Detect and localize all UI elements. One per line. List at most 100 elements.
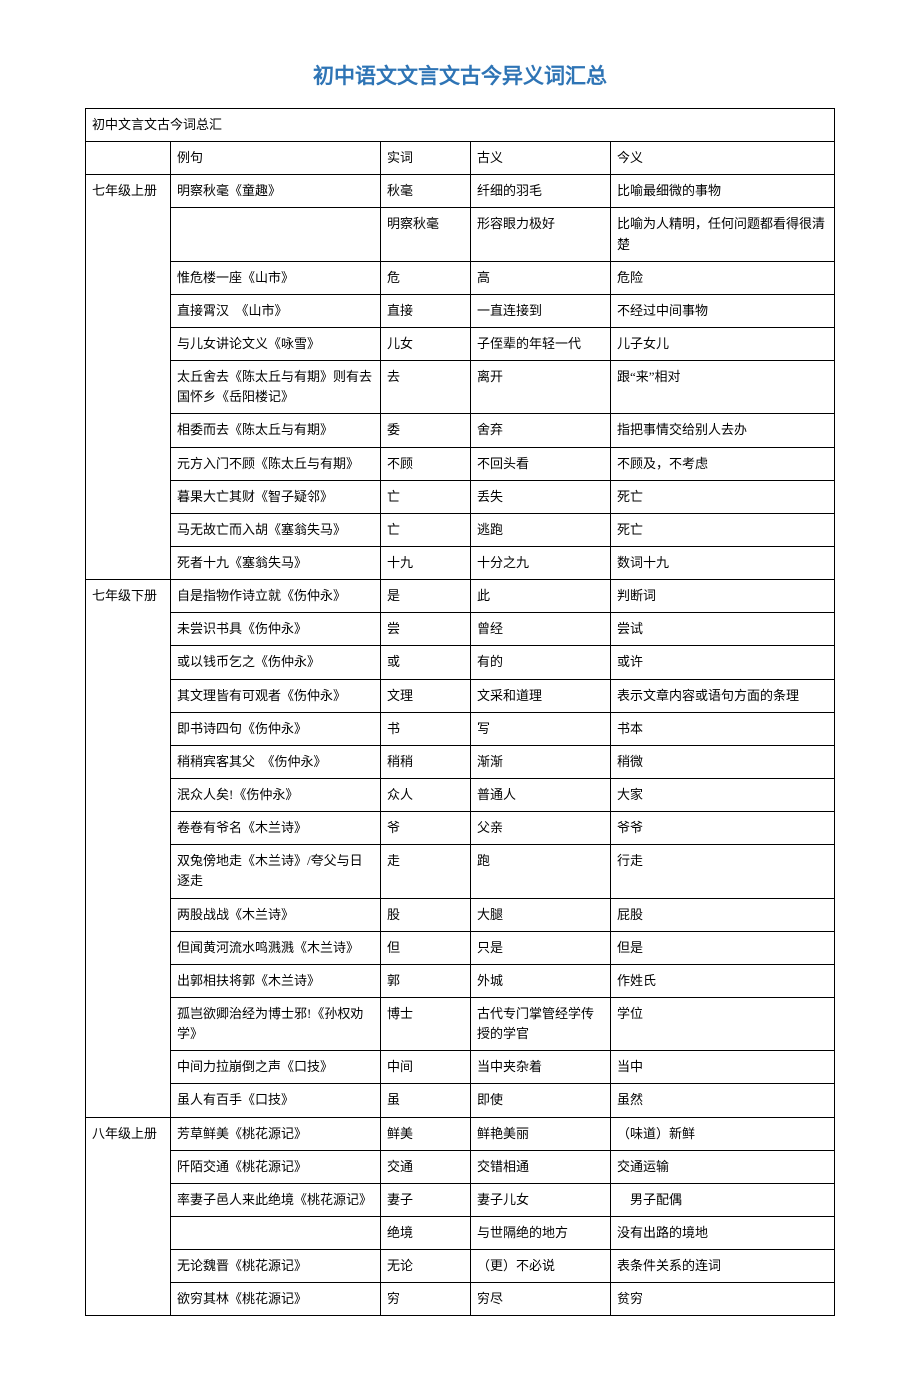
cell-ancient: 穷尽	[471, 1283, 611, 1316]
cell-word: 明察秋毫	[381, 208, 471, 261]
cell-ancient: 有的	[471, 646, 611, 679]
cell-modern: 屁股	[611, 898, 835, 931]
cell-modern: 指把事情交给别人去办	[611, 414, 835, 447]
cell-modern: 跟“来”相对	[611, 361, 835, 414]
cell-word: 郭	[381, 964, 471, 997]
table-row: 双兔傍地走《木兰诗》/夸父与日逐走走跑行走	[86, 845, 835, 898]
table-row: 绝境与世隔绝的地方没有出路的境地	[86, 1216, 835, 1249]
header-modern: 今义	[611, 142, 835, 175]
cell-modern: 爷爷	[611, 812, 835, 845]
cell-ancient: 子侄辈的年轻一代	[471, 327, 611, 360]
cell-ancient: 妻子儿女	[471, 1183, 611, 1216]
cell-ancient: 文采和道理	[471, 679, 611, 712]
table-row: 出郭相扶将郭《木兰诗》郭外城作姓氏	[86, 964, 835, 997]
cell-ancient: 曾经	[471, 613, 611, 646]
table-row: 即书诗四句《伤仲永》书写书本	[86, 712, 835, 745]
cell-ancient: 离开	[471, 361, 611, 414]
cell-ancient: 高	[471, 261, 611, 294]
cell-modern: 不经过中间事物	[611, 294, 835, 327]
cell-word: 委	[381, 414, 471, 447]
cell-word: 无论	[381, 1250, 471, 1283]
cell-example: 泯众人矣!《伤仲永》	[171, 778, 381, 811]
cell-example: 孤岂欲卿治经为博士邪!《孙权劝学》	[171, 997, 381, 1050]
cell-ancient: 舍弃	[471, 414, 611, 447]
cell-example: 阡陌交通《桃花源记》	[171, 1150, 381, 1183]
cell-word: 鲜美	[381, 1117, 471, 1150]
cell-ancient: 当中夹杂着	[471, 1051, 611, 1084]
table-row: 率妻子邑人来此绝境《桃花源记》妻子妻子儿女 男子配偶	[86, 1183, 835, 1216]
cell-modern: 比喻最细微的事物	[611, 175, 835, 208]
cell-word: 亡	[381, 513, 471, 546]
cell-example: 与儿女讲论文义《咏雪》	[171, 327, 381, 360]
cell-example: 死者十九《塞翁失马》	[171, 546, 381, 579]
cell-ancient: 渐渐	[471, 745, 611, 778]
cell-modern: 大家	[611, 778, 835, 811]
cell-word: 中间	[381, 1051, 471, 1084]
cell-example: 芳草鲜美《桃花源记》	[171, 1117, 381, 1150]
cell-example: 但闻黄河流水鸣溅溅《木兰诗》	[171, 931, 381, 964]
cell-example	[171, 1216, 381, 1249]
cell-example: 马无故亡而入胡《塞翁失马》	[171, 513, 381, 546]
cell-grade: 八年级上册	[86, 1117, 171, 1316]
table-row: 死者十九《塞翁失马》十九十分之九数词十九	[86, 546, 835, 579]
table-row: 欲穷其林《桃花源记》穷穷尽贫穷	[86, 1283, 835, 1316]
table-row: 中间力拉崩倒之声《口技》中间当中夹杂着当中	[86, 1051, 835, 1084]
cell-word: 交通	[381, 1150, 471, 1183]
cell-ancient: 交错相通	[471, 1150, 611, 1183]
cell-ancient: 只是	[471, 931, 611, 964]
cell-modern: 尝试	[611, 613, 835, 646]
cell-modern: 判断词	[611, 580, 835, 613]
vocab-table: 初中文言文古今词总汇例句实词古义今义七年级上册明察秋毫《童趣》秋毫纤细的羽毛比喻…	[85, 108, 835, 1316]
cell-ancient: 鲜艳美丽	[471, 1117, 611, 1150]
table-row: 暮果大亡其财《智子疑邻》亡丢失死亡	[86, 480, 835, 513]
cell-grade: 七年级下册	[86, 580, 171, 1117]
cell-example: 元方入门不顾《陈太丘与有期》	[171, 447, 381, 480]
cell-word: 尝	[381, 613, 471, 646]
cell-word: 秋毫	[381, 175, 471, 208]
cell-example: 暮果大亡其财《智子疑邻》	[171, 480, 381, 513]
cell-modern: （味道）新鲜	[611, 1117, 835, 1150]
cell-word: 书	[381, 712, 471, 745]
cell-word: 博士	[381, 997, 471, 1050]
cell-example: 或以钱币乞之《伤仲永》	[171, 646, 381, 679]
cell-example: 出郭相扶将郭《木兰诗》	[171, 964, 381, 997]
cell-modern: 作姓氏	[611, 964, 835, 997]
cell-word: 绝境	[381, 1216, 471, 1249]
cell-example: 明察秋毫《童趣》	[171, 175, 381, 208]
cell-ancient: 逃跑	[471, 513, 611, 546]
cell-modern: 表示文章内容或语句方面的条理	[611, 679, 835, 712]
cell-example: 卷卷有爷名《木兰诗》	[171, 812, 381, 845]
header-ancient: 古义	[471, 142, 611, 175]
table-row: 与儿女讲论文义《咏雪》儿女子侄辈的年轻一代儿子女儿	[86, 327, 835, 360]
cell-example: 率妻子邑人来此绝境《桃花源记》	[171, 1183, 381, 1216]
cell-example: 欲穷其林《桃花源记》	[171, 1283, 381, 1316]
cell-word: 亡	[381, 480, 471, 513]
table-row: 惟危楼一座《山市》危高危险	[86, 261, 835, 294]
cell-modern: 男子配偶	[611, 1183, 835, 1216]
page-title: 初中语文文言文古今异义词汇总	[85, 60, 835, 90]
cell-ancient: 古代专门掌管经学传授的学官	[471, 997, 611, 1050]
cell-example: 无论魏晋《桃花源记》	[171, 1250, 381, 1283]
cell-modern: 稍微	[611, 745, 835, 778]
cell-word: 或	[381, 646, 471, 679]
cell-word: 去	[381, 361, 471, 414]
table-row: 两股战战《木兰诗》股大腿屁股	[86, 898, 835, 931]
cell-ancient: 即使	[471, 1084, 611, 1117]
cell-example: 其文理皆有可观者《伤仲永》	[171, 679, 381, 712]
cell-example: 太丘舍去《陈太丘与有期》则有去国怀乡《岳阳楼记》	[171, 361, 381, 414]
cell-example: 双兔傍地走《木兰诗》/夸父与日逐走	[171, 845, 381, 898]
cell-modern: 行走	[611, 845, 835, 898]
table-row: 但闻黄河流水鸣溅溅《木兰诗》但只是但是	[86, 931, 835, 964]
header-example: 例句	[171, 142, 381, 175]
cell-word: 十九	[381, 546, 471, 579]
table-row: 或以钱币乞之《伤仲永》或有的或许	[86, 646, 835, 679]
table-row: 八年级上册芳草鲜美《桃花源记》鲜美鲜艳美丽（味道）新鲜	[86, 1117, 835, 1150]
cell-modern: 比喻为人精明，任何问题都看得很清楚	[611, 208, 835, 261]
cell-ancient: 丢失	[471, 480, 611, 513]
table-row: 马无故亡而入胡《塞翁失马》亡逃跑死亡	[86, 513, 835, 546]
cell-example: 未尝识书具《伤仲永》	[171, 613, 381, 646]
table-row: 太丘舍去《陈太丘与有期》则有去国怀乡《岳阳楼记》去离开跟“来”相对	[86, 361, 835, 414]
cell-ancient: 写	[471, 712, 611, 745]
cell-word: 妻子	[381, 1183, 471, 1216]
cell-word: 穷	[381, 1283, 471, 1316]
